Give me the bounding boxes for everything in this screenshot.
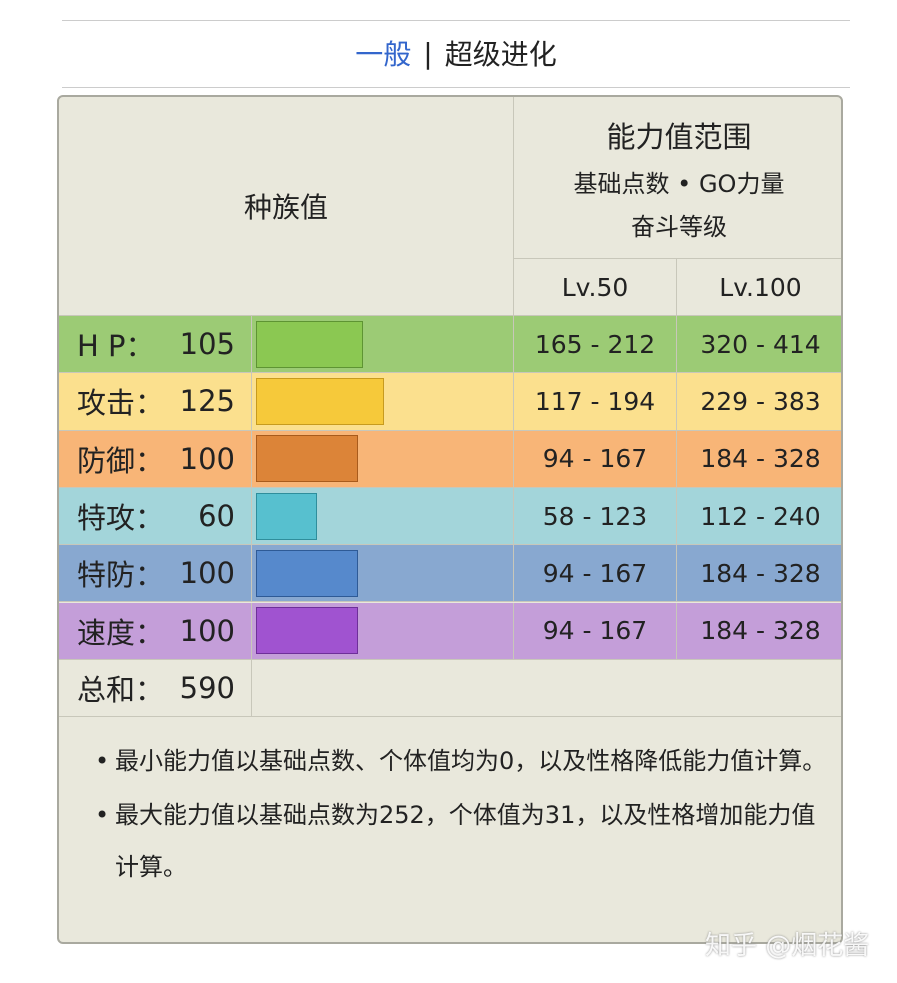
stat-bar [256,435,358,483]
stat-bar [256,320,364,368]
stat-label: 速度： [77,615,165,650]
note-text: 最小能力值以基础点数、个体值均为0，以及性格降低能力值计算。 [115,747,827,776]
stat-cell: 攻击： 125 [59,373,252,431]
tab-separator: | [423,36,433,70]
bottom-rule [62,87,850,88]
stat-bar [256,607,358,655]
lv100-range: 184 - 328 [677,602,841,660]
stat-value: 60 [198,499,235,534]
lv50-range: 94 - 167 [514,602,677,660]
bar-cell [252,487,514,546]
bullet: • [95,747,110,776]
stat-cell: H P： 105 [59,316,252,374]
lv100-range: 184 - 328 [677,430,841,488]
bar-cell [252,373,514,431]
stat-bar [256,492,318,540]
stat-cell: 速度： 100 [59,602,252,660]
stat-bar [256,377,384,425]
total-value: 590 [179,670,235,705]
tab-normal[interactable]: 一般 [355,38,412,71]
lv50-range: 117 - 194 [514,373,677,431]
top-rule [62,20,850,21]
stat-cell: 特防： 100 [59,545,252,603]
bar-cell [252,545,514,603]
note-text: 最大能力值以基础点数为252，个体值为31，以及性格增加能力值计算。 [115,801,816,882]
range-sub: 奋斗等级 [631,212,727,241]
stat-label: 特防： [77,558,165,593]
stat-value: 100 [179,613,235,648]
stat-bar [256,549,358,597]
total-empty [252,660,841,718]
stat-value: 100 [179,441,235,476]
lv50-range: 58 - 123 [514,487,677,546]
bullet: • [95,801,110,830]
bar-cell [252,430,514,488]
base-stats-header: 种族值 [59,97,514,316]
note: • 最大能力值以基础点数为252，个体值为31，以及性格增加能力值计算。 [95,789,830,893]
lv100-range: 320 - 414 [677,316,841,374]
lv100-range: 229 - 383 [677,373,841,431]
range-sub: 基础点数 • GO力量 [573,169,785,198]
lv50-range: 94 - 167 [514,430,677,488]
stat-label: 攻击： [77,386,165,421]
tab-mega[interactable]: 超级进化 [444,38,557,71]
tabs: 一般 | 超级进化 [62,30,850,76]
total-label: 总和： [77,672,165,707]
stat-label: 防御： [77,443,165,478]
bar-cell [252,316,514,374]
stat-value: 105 [179,327,235,362]
lv100-range: 112 - 240 [677,487,841,546]
lv50-range: 94 - 167 [514,545,677,603]
stats-table: 种族值 能力值范围 基础点数 • GO力量 奋斗等级 Lv.50 Lv.100 … [57,95,843,944]
note: • 最小能力值以基础点数、个体值均为0，以及性格降低能力值计算。 [95,735,830,787]
lv100-range: 184 - 328 [677,545,841,603]
stat-label: H P： [77,329,155,364]
range-header-cell: 能力值范围 基础点数 • GO力量 奋斗等级 [514,97,841,259]
range-header: 能力值范围 [606,119,752,154]
bar-cell [252,602,514,660]
stat-cell: 防御： 100 [59,430,252,488]
stat-value: 125 [179,384,235,419]
lv50-range: 165 - 212 [514,316,677,374]
stat-label: 特攻： [77,501,165,536]
total-cell: 总和： 590 [59,659,252,718]
stat-cell: 特攻： 60 [59,487,252,546]
watermark: 知乎 @烟花酱 [705,931,870,961]
stat-value: 100 [179,556,235,591]
notes: • 最小能力值以基础点数、个体值均为0，以及性格降低能力值计算。 • 最大能力值以基础… [95,735,830,895]
level-header: Lv.50 [514,259,677,316]
level-header: Lv.100 [677,259,841,316]
